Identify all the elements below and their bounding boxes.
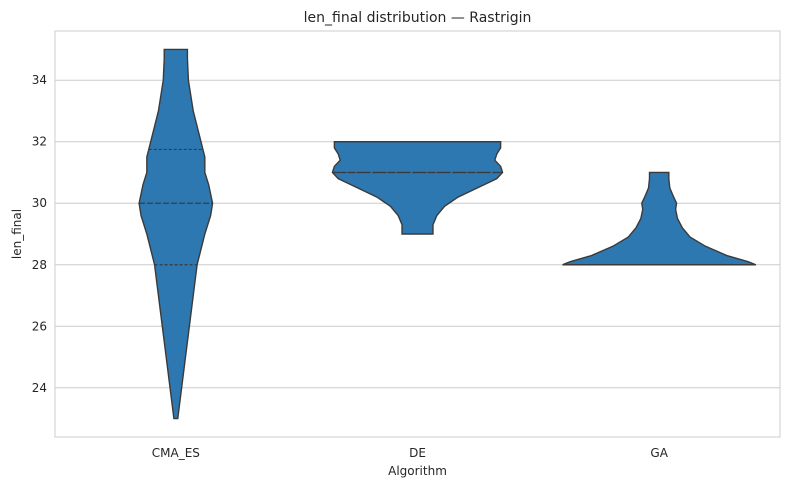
chart-title: len_final distribution — Rastrigin xyxy=(304,10,532,26)
violin-body xyxy=(562,171,757,266)
violin-de xyxy=(331,141,504,235)
y-tick-labels: 24 26 28 30 32 34 xyxy=(32,73,47,395)
x-tick-label: GA xyxy=(650,446,668,460)
x-tick-label: DE xyxy=(409,446,426,460)
y-tick-label: 32 xyxy=(32,135,47,149)
violins xyxy=(138,48,757,420)
violin-ga xyxy=(562,171,757,266)
violin-body xyxy=(138,48,214,420)
x-axis-label: Algorithm xyxy=(388,464,447,478)
x-tick-label: CMA_ES xyxy=(152,446,200,460)
violin-body xyxy=(331,141,504,235)
plot-frame xyxy=(54,30,781,438)
y-tick-label: 28 xyxy=(32,258,47,272)
y-tick-label: 26 xyxy=(32,319,47,333)
violin-cma-es xyxy=(138,48,214,420)
y-tick-label: 34 xyxy=(32,73,47,87)
y-axis-label: len_final xyxy=(10,209,24,259)
y-tick-label: 30 xyxy=(32,196,47,210)
x-tick-labels: CMA_ES DE GA xyxy=(152,446,669,460)
y-tick-label: 24 xyxy=(32,381,47,395)
